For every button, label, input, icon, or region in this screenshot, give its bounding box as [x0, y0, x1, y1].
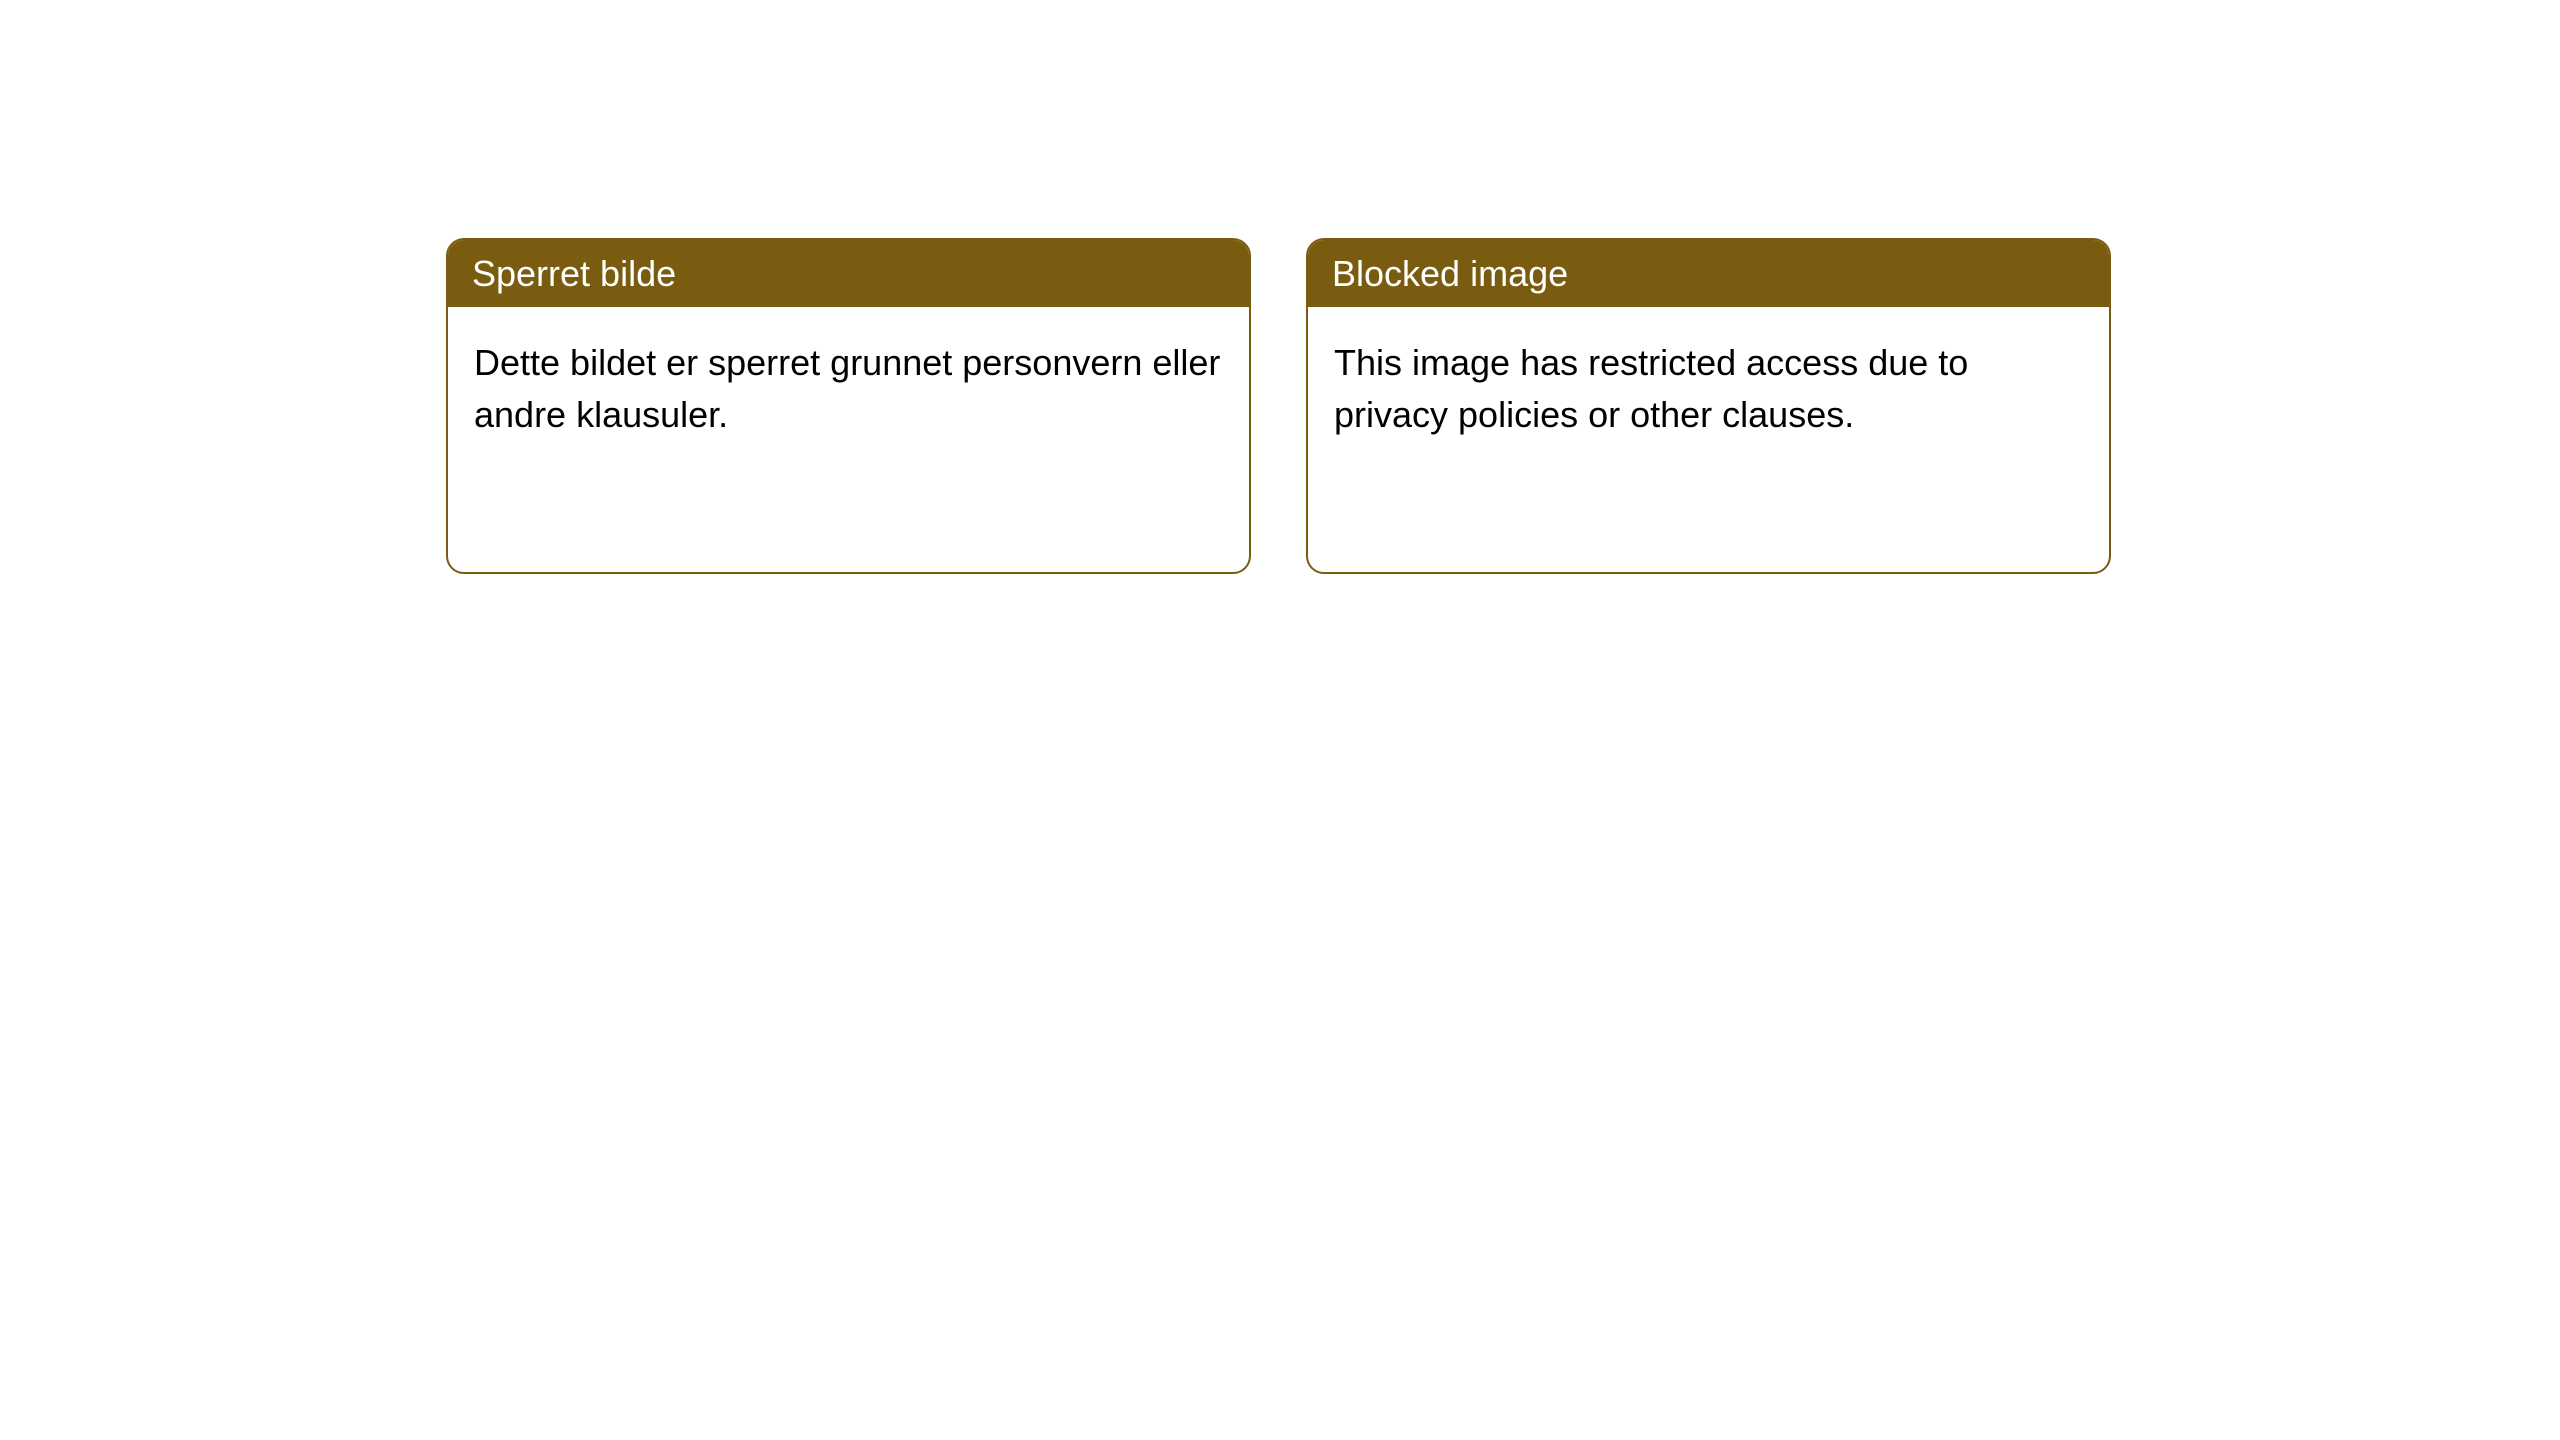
blocked-image-card-norwegian: Sperret bilde Dette bildet er sperret gr… [446, 238, 1251, 574]
card-header: Blocked image [1308, 240, 2109, 307]
card-header: Sperret bilde [448, 240, 1249, 307]
notice-cards-container: Sperret bilde Dette bildet er sperret gr… [0, 0, 2560, 574]
card-body: This image has restricted access due to … [1308, 307, 2109, 471]
card-body: Dette bildet er sperret grunnet personve… [448, 307, 1249, 471]
blocked-image-card-english: Blocked image This image has restricted … [1306, 238, 2111, 574]
